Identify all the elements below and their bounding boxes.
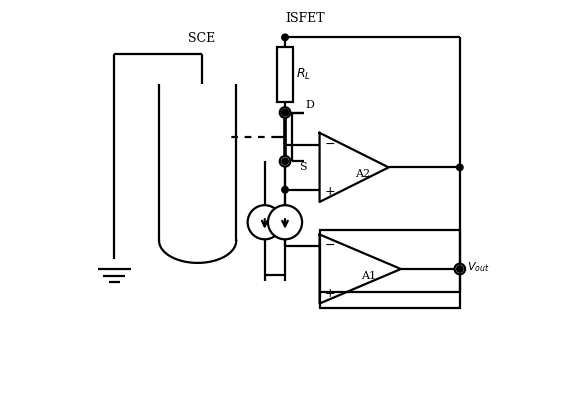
Text: $R_L$: $R_L$ (295, 68, 311, 82)
Circle shape (282, 34, 288, 40)
Bar (277, 47, 293, 102)
Text: A2: A2 (355, 169, 370, 179)
Circle shape (282, 187, 288, 193)
Circle shape (280, 156, 290, 166)
Text: SCE: SCE (188, 33, 215, 45)
Circle shape (457, 266, 463, 272)
Text: $+$: $+$ (324, 185, 336, 198)
Circle shape (282, 158, 288, 164)
Text: $+$: $+$ (324, 287, 336, 300)
Circle shape (457, 164, 463, 171)
Text: $-$: $-$ (324, 238, 336, 251)
Text: $-$: $-$ (324, 136, 336, 150)
Bar (320, 230, 460, 308)
Circle shape (248, 205, 282, 239)
Circle shape (454, 264, 465, 274)
Circle shape (282, 109, 288, 116)
Text: S: S (299, 162, 307, 172)
Text: D: D (305, 101, 314, 110)
Text: $V_{out}$: $V_{out}$ (467, 260, 490, 274)
Circle shape (280, 107, 290, 118)
Circle shape (282, 109, 288, 116)
Circle shape (268, 205, 302, 239)
Text: ISFET: ISFET (285, 12, 325, 25)
Text: A1: A1 (361, 271, 376, 281)
